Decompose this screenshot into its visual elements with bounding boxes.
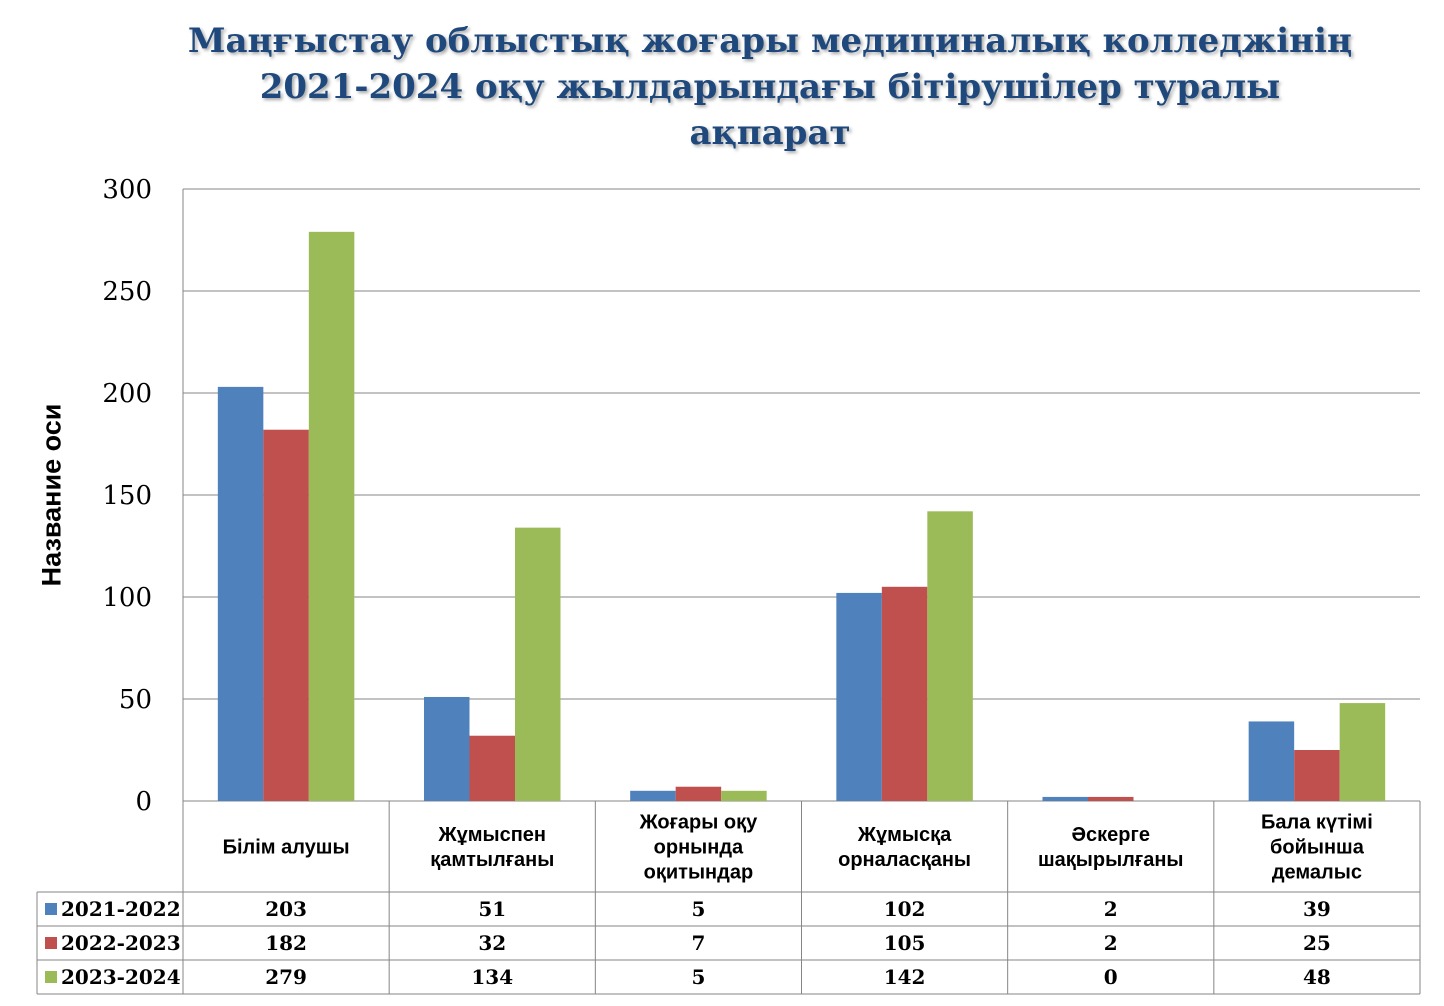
chart-title: Маңғыстау облыстық жоғары медициналық ко…	[150, 18, 1390, 156]
y-tick-label-100: 100	[102, 583, 152, 613]
legend-label-2021-2022: 2021-2022	[61, 897, 181, 921]
table-value-2023-2024-0: 279	[265, 965, 307, 989]
chart-title-line-2: 2021-2024 оқу жылдарындағы бітірушілер т…	[259, 67, 1281, 107]
table-value-2021-2022-2: 5	[691, 897, 705, 921]
table-value-2022-2023-2: 7	[691, 931, 705, 955]
y-tick-label-300: 300	[102, 175, 152, 205]
bar-2023-2024-1	[515, 527, 561, 801]
table-value-2022-2023-0: 182	[265, 931, 307, 955]
legend-label-2022-2023: 2022-2023	[61, 931, 181, 955]
chart-title-line-3: ақпарат	[689, 113, 851, 153]
bar-2021-2022-4	[1042, 796, 1088, 801]
bar-2023-2024-3	[927, 511, 973, 801]
category-label-1-0: Жұмыспен	[438, 824, 546, 846]
category-label-3-1: орналасқаны	[838, 849, 971, 871]
table-value-2023-2024-1: 134	[471, 965, 513, 989]
category-label-4-1: шақырылғаны	[1038, 849, 1184, 871]
table-value-2023-2024-4: 0	[1104, 965, 1118, 989]
table-value-2021-2022-4: 2	[1104, 897, 1118, 921]
category-label-2-1: орнында	[654, 837, 744, 859]
category-label-5-2: демалыс	[1272, 862, 1362, 884]
category-label-3-0: Жұмысқа	[857, 824, 952, 846]
table-value-2022-2023-3: 105	[884, 931, 926, 955]
bar-2023-2024-2	[721, 790, 767, 801]
table-value-2021-2022-0: 203	[265, 897, 307, 921]
category-label-5-0: Бала күтімі	[1261, 812, 1373, 834]
bar-2021-2022-5	[1248, 721, 1295, 801]
bar-2023-2024-5	[1339, 703, 1386, 801]
table-value-2021-2022-1: 51	[478, 897, 506, 921]
legend-label-2023-2024: 2023-2024	[61, 965, 181, 989]
table-value-2022-2023-4: 2	[1104, 931, 1118, 955]
bar-2021-2022-0	[217, 386, 264, 801]
chart-title-line-1: Маңғыстау облыстық жоғары медициналық ко…	[187, 21, 1353, 61]
bar-2022-2023-1	[469, 735, 515, 801]
bar-2022-2023-2	[675, 786, 722, 801]
y-tick-label-150: 150	[102, 481, 152, 511]
category-label-0-0: Білім алушы	[223, 837, 350, 859]
legend-key-2022-2023	[45, 937, 57, 949]
y-tick-label-200: 200	[102, 379, 152, 409]
table-value-2022-2023-5: 25	[1303, 931, 1331, 955]
table-value-2023-2024-2: 5	[691, 965, 705, 989]
bar-2021-2022-3	[836, 592, 882, 801]
table-value-2023-2024-5: 48	[1303, 965, 1331, 989]
category-label-2-0: Жоғары оқу	[639, 812, 759, 834]
table-value-2021-2022-3: 102	[884, 897, 926, 921]
category-label-5-1: бойынша	[1270, 837, 1365, 859]
table-value-2021-2022-5: 39	[1303, 897, 1331, 921]
table-value-2022-2023-1: 32	[478, 931, 506, 955]
bar-2022-2023-3	[881, 586, 928, 801]
bar-2022-2023-4	[1088, 796, 1134, 801]
legend-key-2023-2024	[45, 971, 57, 983]
y-tick-label-50: 50	[119, 685, 152, 715]
y-tick-label-0: 0	[135, 787, 152, 817]
y-tick-label-250: 250	[102, 277, 152, 307]
bar-2022-2023-5	[1294, 750, 1340, 801]
bar-2021-2022-1	[424, 696, 470, 801]
table-value-2023-2024-3: 142	[884, 965, 926, 989]
category-label-1-1: қамтылғаны	[430, 849, 554, 871]
category-label-4-0: Әскерге	[1072, 824, 1150, 846]
bar-2021-2022-2	[630, 790, 676, 801]
legend-key-2021-2022	[45, 903, 57, 915]
category-label-2-2: оқитындар	[644, 862, 754, 884]
bar-2022-2023-0	[263, 429, 309, 801]
bar-2023-2024-0	[308, 231, 355, 802]
